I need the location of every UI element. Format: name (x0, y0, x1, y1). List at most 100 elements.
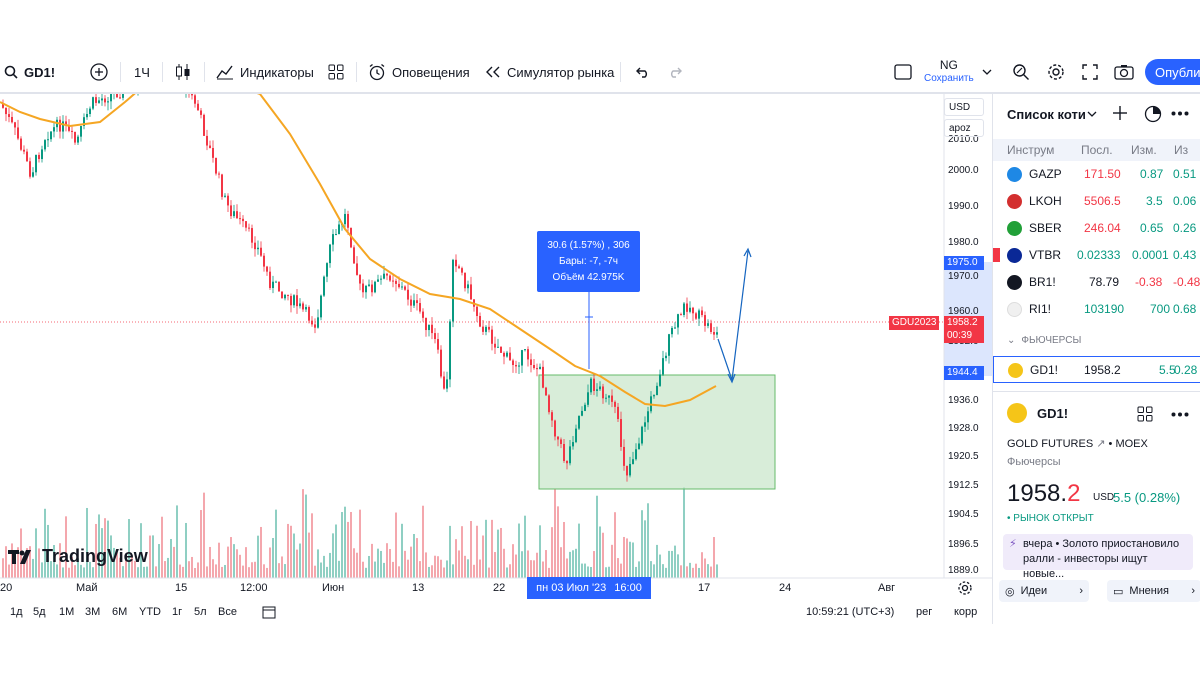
watchlist-row[interactable]: VTBR 0.02333 0.0001 0.43 (993, 242, 1200, 269)
moving-average-line[interactable] (0, 94, 717, 408)
candle-body (74, 131, 76, 143)
candle-body (533, 364, 535, 369)
range-6m[interactable]: 6М (112, 606, 128, 618)
range-ytd[interactable]: YTD (139, 606, 161, 618)
range-5d[interactable]: 5д (33, 606, 46, 618)
volume-bar (449, 525, 451, 578)
interval-button[interactable]: 1Ч (134, 52, 150, 92)
news-headline[interactable]: ⚡ вчера • Золото приостановило ралли - и… (1003, 534, 1193, 580)
candle-body (512, 360, 514, 366)
layout-menu-chevron[interactable] (982, 52, 992, 92)
range-1d[interactable]: 1д (10, 606, 23, 618)
volume-bar (239, 554, 241, 578)
compare-button[interactable] (90, 52, 108, 92)
tradingview-logo[interactable]: TradingView (8, 546, 148, 567)
add-symbol-icon[interactable] (1112, 105, 1128, 121)
instrument-name[interactable]: GOLD FUTURES (1007, 438, 1094, 450)
templates-button[interactable] (328, 52, 344, 92)
price-tick-label: 1990.0 (948, 201, 979, 212)
redo-button[interactable] (668, 52, 684, 92)
forecast-path-line[interactable] (717, 250, 749, 381)
grid-icon[interactable] (1137, 406, 1153, 422)
top-toolbar: GD1! 1Ч Индикаторы Оповещения Симулятор … (0, 52, 1200, 92)
countdown-label: 00:39 (944, 329, 984, 343)
fullscreen-button[interactable] (1082, 52, 1098, 92)
watchlist-row[interactable]: SBER 246.04 0.65 0.26 (993, 215, 1200, 242)
range-3m[interactable]: 3М (85, 606, 101, 618)
candle-body (245, 221, 247, 228)
snapshot-button[interactable] (1114, 52, 1134, 92)
volume-bar (68, 567, 70, 578)
save-layout-button[interactable]: NG Сохранить (924, 52, 974, 92)
volume-bar (479, 559, 481, 578)
indicators-button[interactable]: Индикаторы (216, 52, 314, 92)
scale-mode-select[interactable]: apoz (944, 119, 984, 137)
volume-bar (593, 551, 595, 578)
clock-label[interactable]: 10:59:21 (UTC+3) (806, 606, 895, 618)
settings-button[interactable] (1047, 52, 1065, 92)
undo-button[interactable] (634, 52, 650, 92)
column-change[interactable]: Изм. (1131, 143, 1157, 157)
volume-bar (707, 564, 709, 578)
adjust-label[interactable]: корр (954, 606, 978, 618)
opinions-button[interactable]: ▭ Мнения › (1107, 580, 1200, 602)
range-1y[interactable]: 1г (172, 606, 183, 618)
price-chart[interactable]: 2010.02000.01990.01980.01970.01960.01952… (0, 94, 992, 626)
watchlist-row[interactable]: LKOH 5506.5 3.5 0.06 (993, 188, 1200, 215)
column-symbol[interactable]: Инструм (1007, 143, 1055, 157)
chevron-down-icon[interactable] (1087, 111, 1097, 117)
crosshair-time-label: пн 03 Июл '23 16:00 (527, 577, 651, 599)
layout-select-button[interactable] (894, 52, 912, 92)
watchlist-row[interactable]: RI1! 103190 700 0.68 (993, 296, 1200, 323)
volume-bar (179, 564, 181, 578)
calendar-icon[interactable] (262, 605, 276, 619)
candle-body (617, 406, 619, 420)
chart-area[interactable]: 2010.02000.01990.01980.01970.01960.01952… (0, 92, 992, 626)
time-axis[interactable]: 20 Май 15 12:00 Июн 13 22 17 24 Авг пн 0… (0, 577, 972, 599)
watchlist-row[interactable]: BR1! 78.79 -0.38 -0.48 (993, 269, 1200, 296)
watchlist-row-active[interactable]: GD1! 1958.2 5.5 0.28 (993, 356, 1200, 383)
volume-bar (332, 533, 334, 578)
time-label: 15 (175, 582, 188, 594)
candle-body (704, 315, 706, 326)
volume-bar (569, 551, 571, 578)
range-5y[interactable]: 5л (194, 606, 207, 618)
quick-search-button[interactable] (1012, 52, 1030, 92)
pie-chart-icon[interactable] (1144, 105, 1162, 123)
replay-button[interactable]: Симулятор рынка (485, 52, 614, 92)
more-icon[interactable] (1171, 412, 1189, 417)
candle-body (392, 280, 394, 282)
ideas-button[interactable]: ◎ Идеи › (999, 580, 1089, 602)
watchlist-row[interactable]: GAZP 171.50 0.87 0.51 (993, 161, 1200, 188)
volume-bar (101, 528, 103, 578)
range-1m[interactable]: 1М (59, 606, 75, 618)
volume-bar (329, 552, 331, 578)
volume-bar (401, 523, 403, 578)
session-label[interactable]: рег (916, 606, 933, 618)
candle-body (701, 310, 703, 316)
currency-select[interactable]: USD (944, 98, 984, 116)
time-axis-settings-icon[interactable] (957, 580, 973, 596)
candle-body (665, 355, 667, 359)
range-all[interactable]: Все (218, 606, 237, 618)
section-futures[interactable]: ⌄ ФЬЮЧЕРСЫ (1007, 335, 1081, 346)
publish-button[interactable]: Опубли (1145, 59, 1200, 85)
watchlist-title[interactable]: Список коти (1007, 107, 1086, 122)
more-icon[interactable] (1171, 111, 1189, 116)
volume-bar (497, 529, 499, 578)
candle-body (698, 310, 700, 319)
interval-label: 1Ч (134, 64, 150, 80)
chart-type-button[interactable] (175, 52, 191, 92)
volume-bar (407, 559, 409, 578)
symbol-search-button[interactable]: GD1! (4, 52, 55, 92)
column-last[interactable]: Посл. (1081, 143, 1113, 157)
volume-bar (701, 552, 703, 578)
square-icon (894, 64, 912, 80)
external-link-icon[interactable]: ↗ (1096, 438, 1106, 450)
price-tick-label: 1904.5 (948, 509, 979, 520)
column-change-pct[interactable]: Из (1174, 143, 1189, 157)
row-change: -0.38 (1135, 275, 1163, 289)
row-symbol: RI1! (1029, 302, 1052, 316)
detail-symbol: GD1! (1037, 406, 1069, 421)
alerts-button[interactable]: Оповещения (368, 52, 470, 92)
